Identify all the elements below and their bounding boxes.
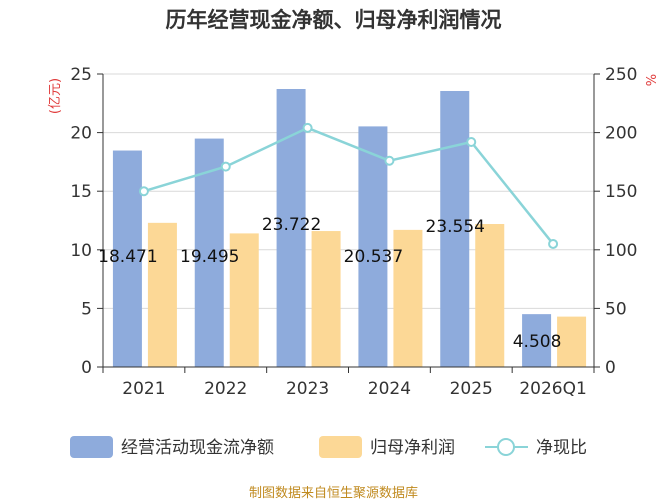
- right-axis-tick-label: 250: [605, 65, 637, 85]
- x-axis-tick-label: 2021: [122, 379, 165, 399]
- left-axis-tick-label: 0: [81, 358, 92, 378]
- data-label: 18.471: [98, 247, 157, 267]
- bar-operating-cashflow: [112, 150, 142, 367]
- bar-operating-cashflow: [440, 90, 470, 367]
- left-axis-tick-label: 20: [70, 124, 92, 144]
- left-axis-label: (亿元): [48, 78, 63, 114]
- bar-net-profit: [311, 231, 341, 367]
- right-axis-tick-label: 100: [605, 241, 637, 261]
- ratio-point: [548, 238, 559, 249]
- legend: 经营活动现金流净额 归母净利润 净现比: [70, 436, 587, 458]
- data-label: 20.537: [344, 247, 403, 267]
- right-axis-tick-label: 0: [605, 358, 616, 378]
- legend-swatch-operating-cashflow: [70, 436, 113, 458]
- data-label: 4.508: [513, 332, 562, 352]
- x-axis-tick-label: 2025: [450, 379, 493, 399]
- bar-net-profit: [393, 229, 423, 367]
- legend-label-net-profit: 归母净利润: [370, 438, 455, 458]
- data-label: 23.554: [426, 217, 485, 237]
- bars: [112, 89, 587, 368]
- right-axis-tick-label: 150: [605, 182, 637, 202]
- data-label: 23.722: [262, 215, 321, 235]
- left-axis-tick-label: 10: [70, 241, 92, 261]
- ratio-point: [466, 136, 477, 147]
- bar-operating-cashflow: [194, 138, 224, 367]
- x-axis-tick-label: 2023: [286, 379, 329, 399]
- left-axis-tick-label: 15: [70, 182, 92, 202]
- data-label: 19.495: [180, 247, 239, 267]
- chart-title: 历年经营现金净额、归母净利润情况: [165, 8, 502, 32]
- legend-label-operating-cashflow: 经营活动现金流净额: [121, 438, 274, 458]
- bar-operating-cashflow: [358, 126, 388, 367]
- legend-swatch-net-profit: [319, 436, 362, 458]
- right-axis-tick-label: 50: [605, 299, 627, 319]
- bar-net-profit: [557, 316, 587, 367]
- bar-operating-cashflow: [522, 314, 552, 367]
- legend-label-ratio: 净现比: [536, 438, 587, 458]
- source-footer: 制图数据来自恒生聚源数据库: [248, 486, 418, 501]
- x-axis-tick-label: 2026Q1: [519, 379, 586, 399]
- left-axis-tick-label: 5: [81, 299, 92, 319]
- ratio-line: [138, 122, 559, 249]
- legend-marker-ratio: [497, 438, 515, 456]
- left-axis-tick-label: 25: [70, 65, 92, 85]
- bar-net-profit: [229, 233, 259, 367]
- ratio-point: [302, 122, 313, 133]
- x-axis-tick-label: 2022: [204, 379, 247, 399]
- right-axis-tick-label: 200: [605, 124, 637, 144]
- right-axis-label: %: [645, 74, 660, 86]
- ratio-line-path: [143, 126, 555, 245]
- ratio-point: [138, 186, 149, 197]
- ratio-point: [220, 161, 231, 172]
- x-axis-tick-label: 2024: [368, 379, 411, 399]
- data-labels: 18.471 19.495 23.722 20.537 23.554 4.508: [98, 215, 561, 352]
- ratio-point: [384, 155, 395, 166]
- bar-net-profit: [147, 222, 177, 367]
- bar-net-profit: [475, 224, 505, 367]
